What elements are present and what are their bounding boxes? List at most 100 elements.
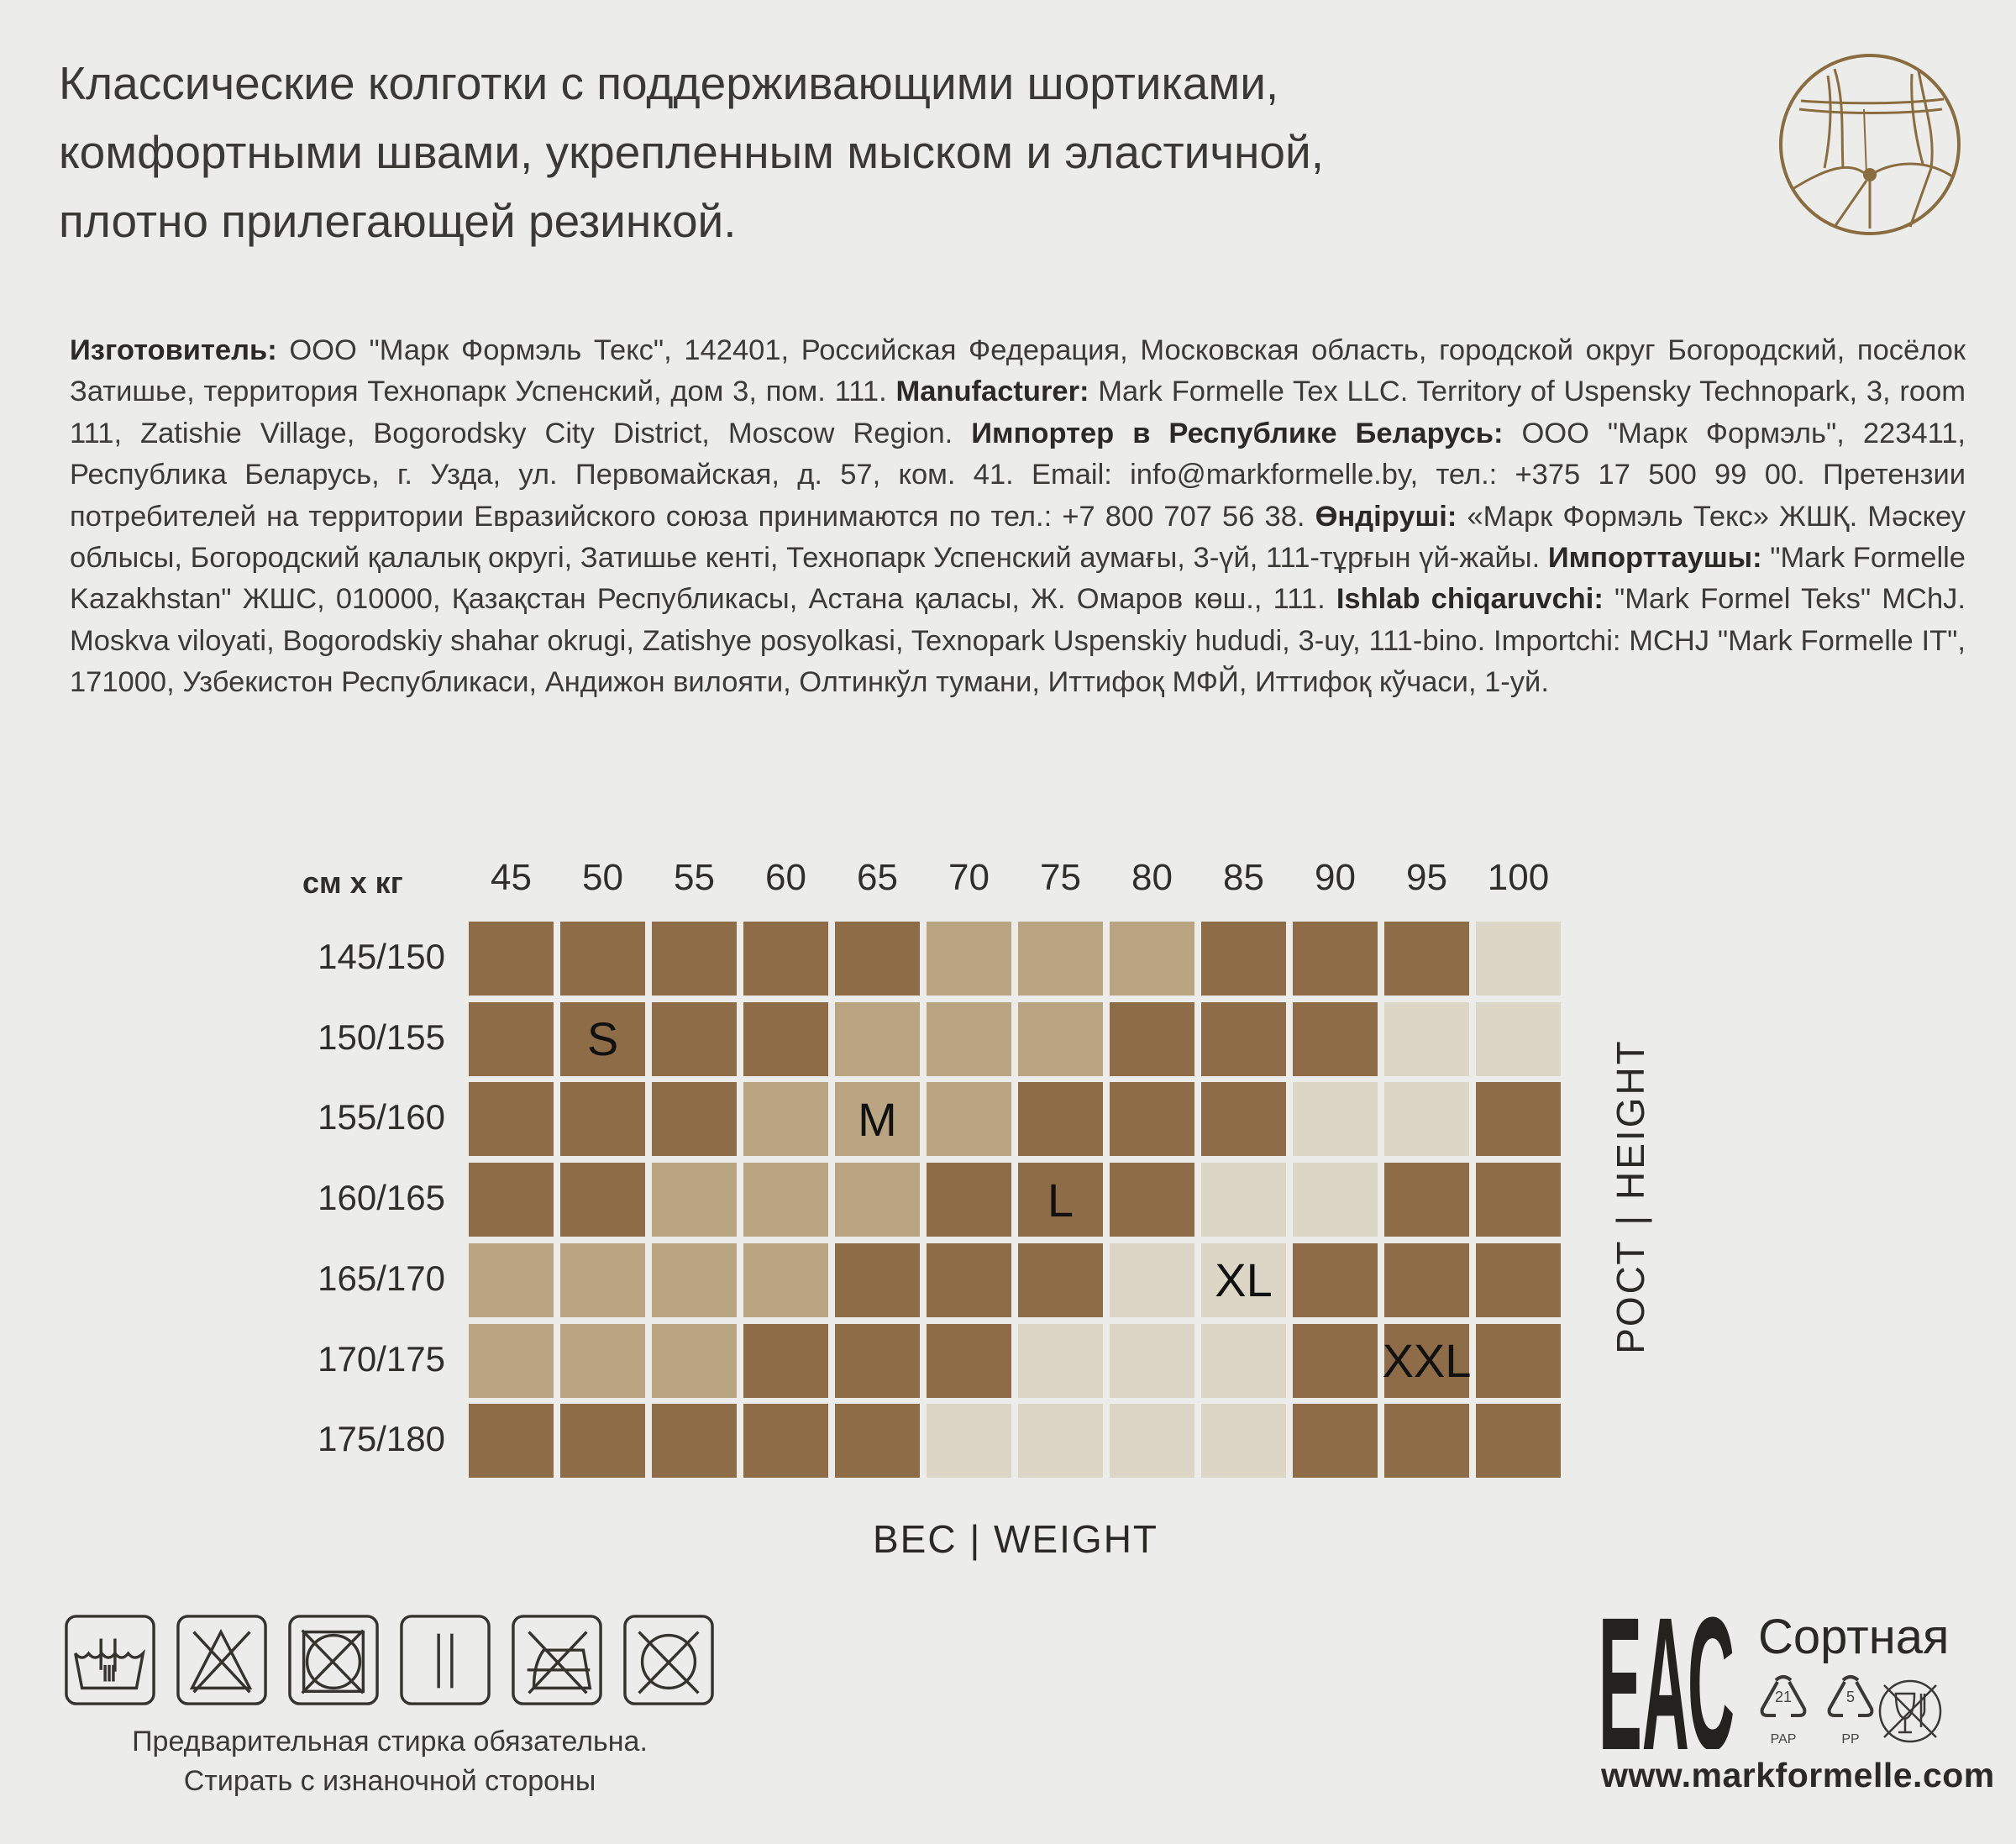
size-chart-cell — [1018, 1323, 1103, 1398]
size-chart-cell — [1018, 1082, 1103, 1157]
size-chart-cell — [1384, 1082, 1469, 1157]
size-chart-cell — [560, 1082, 645, 1157]
do-not-bleach-icon — [176, 1614, 268, 1706]
size-chart-cell — [1018, 1242, 1103, 1317]
size-chart-cell — [927, 1404, 1011, 1479]
size-chart-cell — [1110, 1323, 1194, 1398]
size-chart-cell: M — [835, 1082, 920, 1157]
size-chart-cell — [469, 1242, 554, 1317]
recycling-label: PP — [1841, 1732, 1860, 1747]
size-chart-cell — [1110, 1404, 1194, 1479]
height-tick-label: 170/175 — [318, 1338, 445, 1379]
weight-tick-label: 80 — [1131, 857, 1173, 898]
size-chart-cell — [1201, 1404, 1286, 1479]
size-chart-cell — [560, 1163, 645, 1237]
size-chart-cell — [1293, 1082, 1378, 1157]
weight-axis-label: ВЕС | WEIGHT — [872, 1517, 1159, 1561]
headline-line: плотно прилегающей резинкой. — [59, 195, 737, 247]
info-text: «Марк Формэль Текс» ЖШҚ. Мәскеу облысы, … — [70, 500, 1966, 575]
size-chart-cell — [1110, 1082, 1194, 1157]
size-chart-cell — [1384, 1001, 1469, 1076]
recycling-code: 21 — [1774, 1689, 1793, 1705]
size-mark: XXL — [1382, 1334, 1472, 1387]
size-mark: M — [858, 1092, 897, 1146]
weight-tick-label: 45 — [491, 857, 532, 898]
size-chart-cell — [469, 1082, 554, 1157]
info-heading: Өндіруші: — [1315, 500, 1457, 533]
weight-tick-label: 100 — [1487, 857, 1550, 898]
info-text: ООО "Марк Формэль", 223411, Республика Б… — [70, 417, 1966, 533]
size-chart-cell — [927, 922, 1011, 996]
weight-tick-label: 95 — [1406, 857, 1447, 898]
manufacturer-info: Изготовитель: ООО "Марк Формэль Текс", 1… — [70, 330, 1966, 704]
size-chart-cell — [743, 1404, 828, 1479]
size-chart-cell: XXL — [1382, 1323, 1472, 1398]
size-chart-cell — [1476, 1323, 1561, 1398]
support-briefs-icon — [1779, 54, 1961, 235]
size-chart-cell: L — [1018, 1163, 1103, 1237]
size-chart-cell — [743, 1242, 828, 1317]
size-chart-cell — [1110, 1163, 1194, 1237]
size-chart-cell — [743, 1001, 828, 1076]
size-chart-cell — [835, 1323, 920, 1398]
size-chart-cell — [1018, 1404, 1103, 1479]
height-tick-label: 155/160 — [318, 1097, 445, 1137]
size-mark: S — [586, 1012, 619, 1066]
size-chart-cell — [1110, 1001, 1194, 1076]
size-chart-cell — [1201, 922, 1286, 996]
size-chart-cell — [835, 1001, 920, 1076]
weight-tick-label: 85 — [1223, 857, 1264, 898]
care-text-line: Стирать с изнаночной стороны — [183, 1765, 596, 1797]
size-chart-cell — [927, 1163, 1011, 1237]
info-heading: Импортер в Республике Беларусь: — [971, 417, 1504, 449]
size-chart-cell: XL — [1201, 1242, 1286, 1317]
size-chart-cell — [469, 1001, 554, 1076]
size-mark: L — [1047, 1173, 1074, 1227]
size-chart-cell — [1476, 1001, 1561, 1076]
care-text-line: Предварительная стирка обязательна. — [132, 1726, 648, 1757]
do-not-dry-clean-icon — [622, 1614, 715, 1706]
size-chart-cell — [652, 1323, 737, 1398]
info-heading: Изготовитель: — [70, 334, 277, 366]
size-chart-cell — [835, 1404, 920, 1479]
website-link[interactable]: www.markformelle.com — [1601, 1756, 1995, 1794]
size-chart-cell — [652, 1163, 737, 1237]
size-chart-cell — [743, 922, 828, 996]
size-chart-cell — [652, 1404, 737, 1479]
product-description: Классические колготки с поддерживающими … — [59, 49, 1529, 255]
height-tick-label: 175/180 — [318, 1419, 445, 1459]
size-chart-cell — [1110, 1242, 1194, 1317]
size-chart-cell — [927, 1242, 1011, 1317]
height-tick-label: 150/155 — [318, 1017, 445, 1057]
recycling-icon: 21 — [1756, 1673, 1811, 1741]
size-chart-cell — [1293, 922, 1378, 996]
size-chart-cell — [652, 1242, 737, 1317]
size-chart-cell — [743, 1323, 828, 1398]
weight-tick-label: 60 — [765, 857, 806, 898]
eac-mark-text: ЕАС — [1599, 1611, 1735, 1749]
size-chart-cell — [1384, 1163, 1469, 1237]
height-tick-label: 160/165 — [318, 1178, 445, 1218]
size-chart-cell — [652, 922, 737, 996]
size-chart-cell — [835, 1163, 920, 1237]
size-chart-cell — [652, 1001, 737, 1076]
size-chart-cell — [835, 1242, 920, 1317]
size-chart-cell — [1293, 1323, 1378, 1398]
size-chart-cell — [652, 1082, 737, 1157]
size-chart-cell — [560, 922, 645, 996]
size-chart-cell — [1201, 1001, 1286, 1076]
size-chart-cell — [1018, 1001, 1103, 1076]
height-axis-label: РОСТ | HEIGHT — [1609, 1038, 1652, 1354]
size-chart-cell — [1201, 1323, 1286, 1398]
weight-tick-label: 50 — [582, 857, 623, 898]
size-chart-cell — [1476, 922, 1561, 996]
chart-units-label: см x кг — [302, 865, 403, 900]
weight-tick-label: 75 — [1040, 857, 1081, 898]
size-chart-cell — [560, 1404, 645, 1479]
recycling-code: 5 — [1845, 1689, 1855, 1705]
size-chart-cell — [1293, 1242, 1378, 1317]
size-chart-cell — [1201, 1082, 1286, 1157]
size-chart-cell — [743, 1082, 828, 1157]
size-chart-cell — [469, 1323, 554, 1398]
size-chart-cell — [469, 922, 554, 996]
